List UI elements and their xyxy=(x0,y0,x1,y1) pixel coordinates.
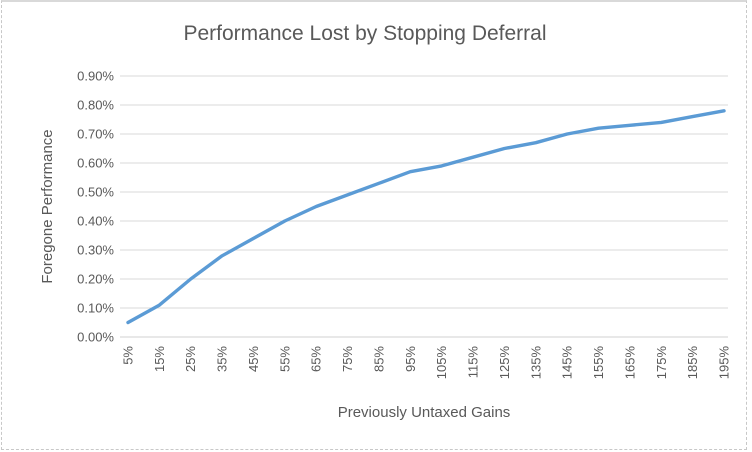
x-tick-label: 95% xyxy=(403,346,418,372)
x-axis-title: Previously Untaxed Gains xyxy=(338,404,511,421)
y-tick-label: 0.00% xyxy=(77,330,114,345)
x-tick-label: 135% xyxy=(528,346,543,380)
y-tick-label: 0.50% xyxy=(77,185,114,200)
x-tick-label: 105% xyxy=(434,346,449,380)
y-tick-label: 0.70% xyxy=(77,127,114,142)
x-tick-label: 175% xyxy=(654,346,669,380)
x-tick-label: 35% xyxy=(215,346,230,372)
x-tick-label: 65% xyxy=(309,346,324,372)
series-line xyxy=(126,109,726,325)
x-tick-label: 85% xyxy=(371,346,386,372)
x-tick-label: 195% xyxy=(717,346,732,380)
chart-title: Performance Lost by Stopping Deferral xyxy=(183,22,547,45)
x-tick-label: 145% xyxy=(560,346,575,380)
y-axis-title: Foregone Performance xyxy=(39,129,56,283)
y-tick-label: 0.80% xyxy=(77,98,114,113)
y-tick-label: 0.20% xyxy=(77,272,114,287)
x-tick-label: 45% xyxy=(246,346,261,372)
y-tick-label: 0.90% xyxy=(77,69,114,84)
x-tick-label: 25% xyxy=(183,346,198,372)
x-tick-label: 155% xyxy=(591,346,606,380)
x-tick-label: 5% xyxy=(121,346,136,365)
x-tick-label: 55% xyxy=(277,346,292,372)
y-tick-label: 0.10% xyxy=(77,301,114,316)
x-tick-label: 115% xyxy=(466,346,481,379)
x-tick-label: 125% xyxy=(497,346,512,380)
y-tick-label: 0.30% xyxy=(77,243,114,258)
x-tick-label: 15% xyxy=(152,346,167,372)
x-tick-label: 165% xyxy=(622,346,637,380)
x-tick-label: 75% xyxy=(340,346,355,372)
y-tick-label: 0.40% xyxy=(77,214,114,229)
x-tick-label: 185% xyxy=(685,346,700,380)
y-tick-label: 0.60% xyxy=(77,156,114,171)
